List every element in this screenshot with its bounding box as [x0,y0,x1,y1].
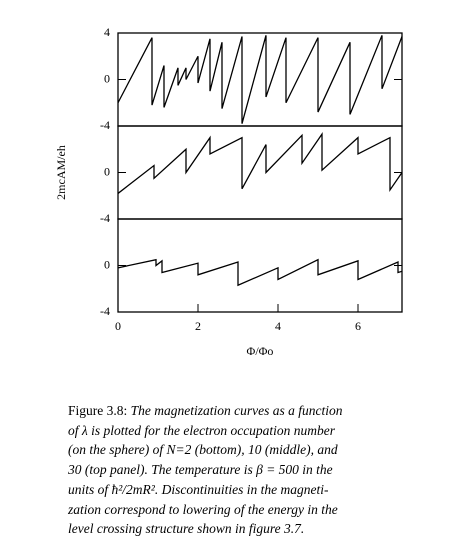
curve [117,258,403,287]
caption-line: Figure 3.8: The magnetization curves as … [68,401,448,421]
y-tick-label: -4 [100,211,110,225]
x-tick-label: 6 [355,319,361,333]
panel-frame [117,218,403,313]
curve [117,132,403,194]
caption-text: level crossing structure shown in figure… [68,521,305,537]
caption-line: level crossing structure shown in figure… [68,519,448,539]
y-tick-label: 0 [104,71,110,85]
x-tick-label: 4 [275,319,281,333]
caption-text: The magnetization curves as a function [130,403,343,418]
x-tick-label: 0 [115,319,121,333]
caption-line: of λ is plotted for the electron occupat… [68,421,448,441]
caption-text: (on the sphere) of N=2 (bottom), 10 (mid… [68,442,338,458]
x-axis-label: Φ/Φo [247,344,274,358]
y-tick-label: 0 [104,164,110,178]
y-axis-label: 2mcAM/eh [54,145,68,200]
caption-text: 30 (top panel). The temperature is β = 5… [68,462,333,478]
caption-text: units of ħ²/2mR². Discontinuities in the… [68,481,329,497]
caption-line: 30 (top panel). The temperature is β = 5… [68,460,448,480]
y-tick-label: -4 [100,304,110,318]
caption: Figure 3.8: The magnetization curves as … [68,401,448,539]
figure: -4 0 4 -4 0 2mcAM/eh -4 0 0 2 4 6 Φ/Φo [54,25,403,358]
x-tick-label: 2 [195,319,201,333]
caption-line: (on the sphere) of N=2 (bottom), 10 (mid… [68,440,448,460]
y-tick-label: 0 [104,257,110,271]
caption-text: of λ is plotted for the electron occupat… [68,422,336,438]
caption-line: units of ħ²/2mR². Discontinuities in the… [68,480,448,500]
y-tick-label: 4 [104,25,110,39]
caption-text: zation correspond to lowering of the ene… [68,501,338,517]
panel-frame [117,32,403,127]
y-tick-label: -4 [100,118,110,132]
curve [117,35,403,124]
caption-line: zation correspond to lowering of the ene… [68,500,448,520]
caption-label: Figure 3.8: [68,403,128,418]
